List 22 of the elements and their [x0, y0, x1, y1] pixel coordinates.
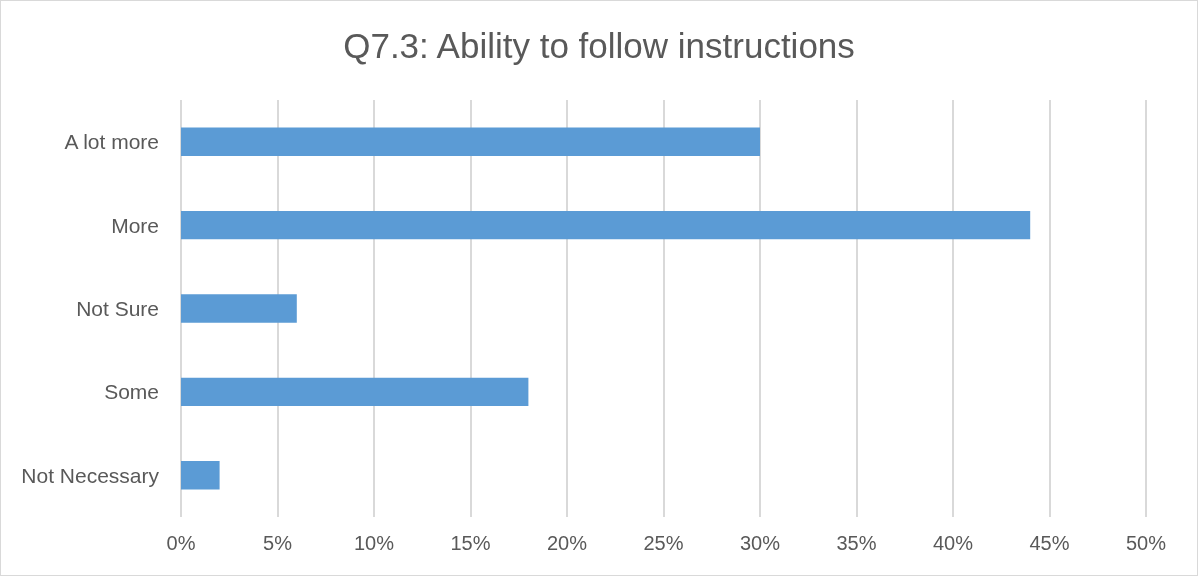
y-tick-label: Not Sure: [76, 297, 159, 320]
x-tick-label: 35%: [836, 532, 877, 554]
y-tick-label: A lot more: [64, 130, 159, 154]
x-tick-label: 15%: [450, 532, 491, 554]
x-tick-label: 45%: [1029, 532, 1070, 554]
y-tick-label: Not Necessary: [21, 463, 160, 487]
bar: [181, 377, 529, 407]
y-tick-label: More: [111, 213, 159, 237]
x-tick-label: 50%: [1125, 532, 1167, 554]
bar: [181, 127, 760, 156]
x-tick-label: 20%: [546, 532, 588, 554]
bar: [181, 210, 1031, 240]
y-tick-label: Some: [104, 380, 159, 404]
x-tick-label: 0%: [166, 532, 196, 554]
bar: [181, 461, 220, 490]
chart-title: Q7.3: Ability to follow instructions: [343, 26, 855, 65]
x-tick-label: 25%: [643, 532, 684, 554]
x-tick-label: 40%: [932, 532, 974, 554]
x-tick-label: 30%: [739, 532, 781, 554]
x-tick-label: 10%: [353, 532, 395, 554]
x-tick-label: 5%: [263, 532, 293, 554]
bar: [181, 294, 297, 323]
